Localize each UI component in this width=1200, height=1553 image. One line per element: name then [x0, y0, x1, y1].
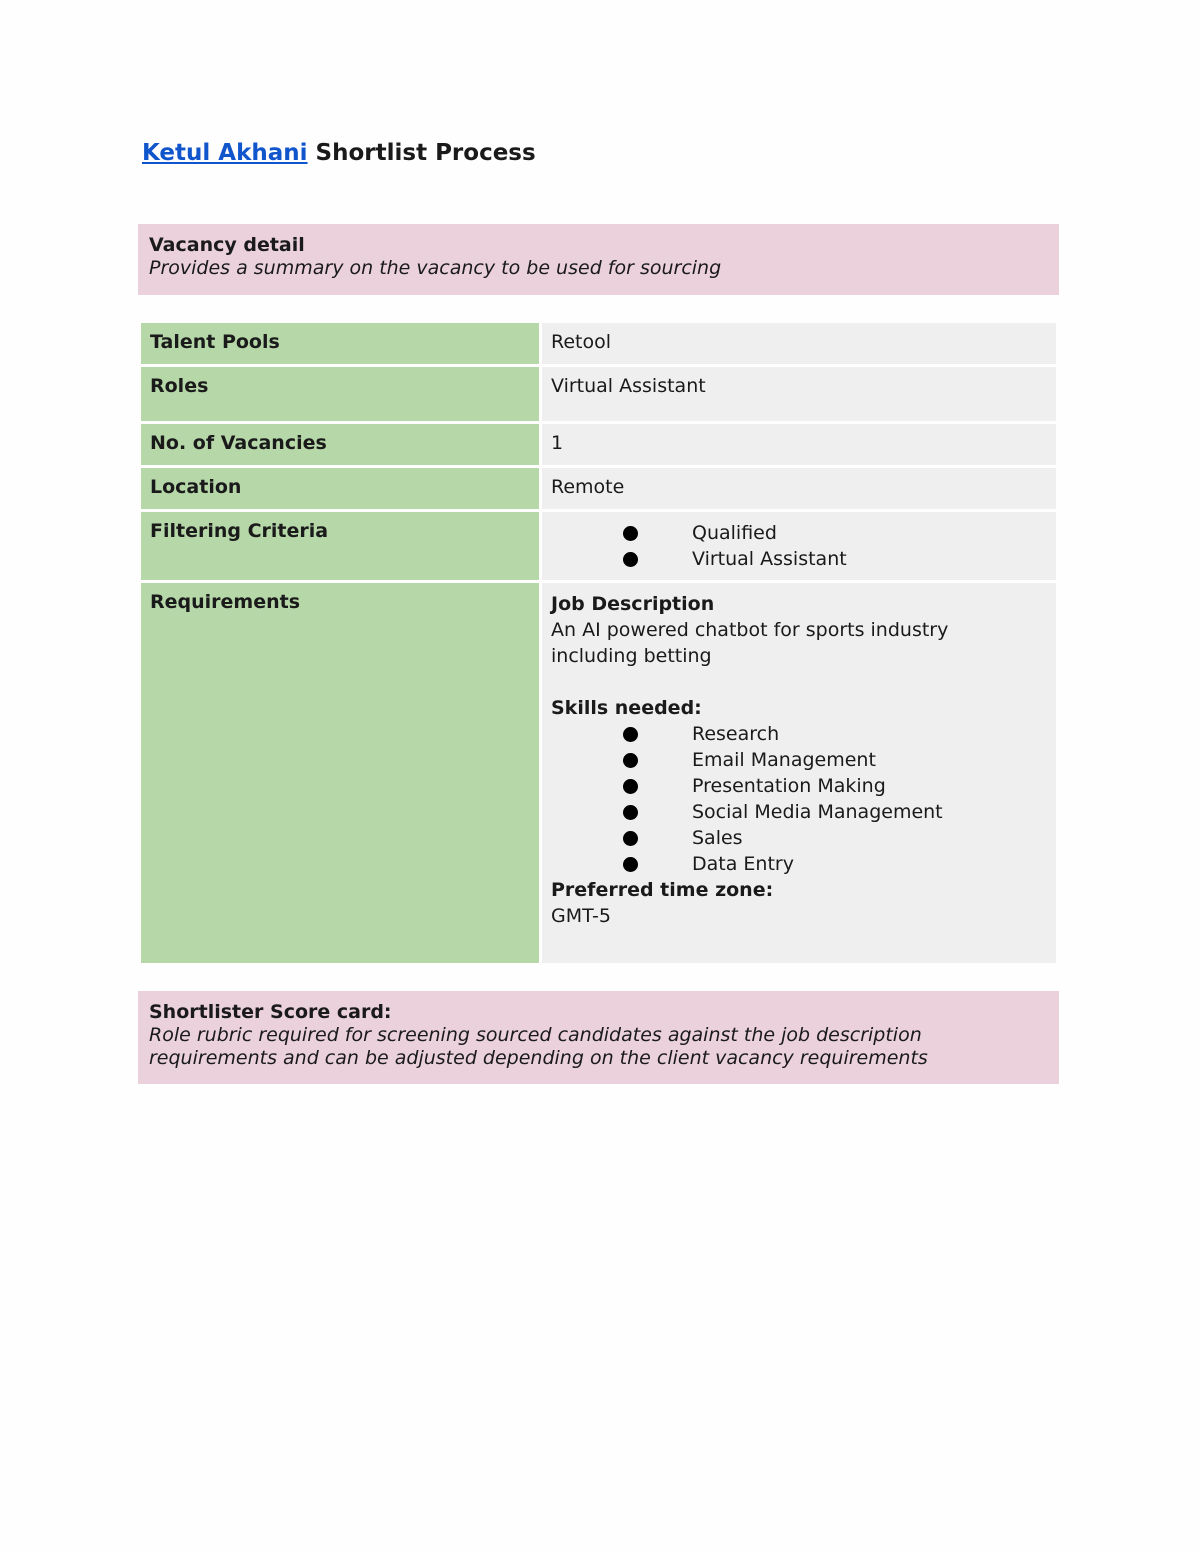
row-label: Talent Pools — [141, 323, 539, 364]
title-text: Shortlist Process — [307, 140, 536, 166]
criteria-list: Qualified Virtual Assistant — [551, 520, 1047, 572]
table-row: Roles Virtual Assistant — [141, 367, 1056, 421]
candidate-link[interactable]: Ketul Akhani — [142, 140, 308, 166]
row-label: Requirements — [141, 583, 539, 963]
vacancy-subtitle: Provides a summary on the vacancy to be … — [149, 257, 722, 279]
table-row: No. of Vacancies 1 — [141, 424, 1056, 465]
vacancy-banner: Vacancy detail Provides a summary on the … — [138, 224, 1059, 295]
table-row: Requirements Job Description An AI power… — [141, 583, 1056, 963]
row-value: Job Description An AI powered chatbot fo… — [542, 583, 1056, 963]
row-label: Location — [141, 468, 539, 509]
jd-text: An AI powered chatbot for sports industr… — [551, 619, 949, 667]
row-value: Qualified Virtual Assistant — [542, 512, 1056, 580]
row-value: Retool — [542, 323, 1056, 364]
list-item: Research — [551, 721, 1047, 747]
tz-heading: Preferred time zone: — [551, 879, 774, 901]
scorecard-heading: Shortlister Score card: — [149, 1001, 392, 1023]
vacancy-table: Talent Pools Retool Roles Virtual Assistan… — [138, 320, 1059, 966]
list-item: Data Entry — [551, 851, 1047, 877]
list-item: Presentation Making — [551, 773, 1047, 799]
table-row: Talent Pools Retool — [141, 323, 1056, 364]
table-row: Filtering Criteria Qualified Virtual Assis… — [141, 512, 1056, 580]
scorecard-banner: Shortlister Score card: Role rubric requi… — [138, 991, 1059, 1084]
row-label: No. of Vacancies — [141, 424, 539, 465]
row-value: Remote — [542, 468, 1056, 509]
row-value: 1 — [542, 424, 1056, 465]
list-item: Sales — [551, 825, 1047, 851]
list-item: Email Management — [551, 747, 1047, 773]
row-label: Roles — [141, 367, 539, 421]
row-label: Filtering Criteria — [141, 512, 539, 580]
table-row: Location Remote — [141, 468, 1056, 509]
page-title: Ketul Akhani Shortlist Process — [142, 140, 536, 166]
skills-list: Research Email Management Presentation M… — [551, 721, 1047, 877]
row-value: Virtual Assistant — [542, 367, 1056, 421]
list-item: Virtual Assistant — [551, 546, 1047, 572]
tz-value: GMT-5 — [551, 905, 611, 927]
list-item: Qualified — [551, 520, 1047, 546]
vacancy-heading: Vacancy detail — [149, 234, 305, 256]
jd-heading: Job Description — [551, 593, 715, 615]
skills-heading: Skills needed: — [551, 697, 702, 719]
list-item: Social Media Management — [551, 799, 1047, 825]
scorecard-subtitle: Role rubric required for screening sourc… — [149, 1024, 928, 1069]
